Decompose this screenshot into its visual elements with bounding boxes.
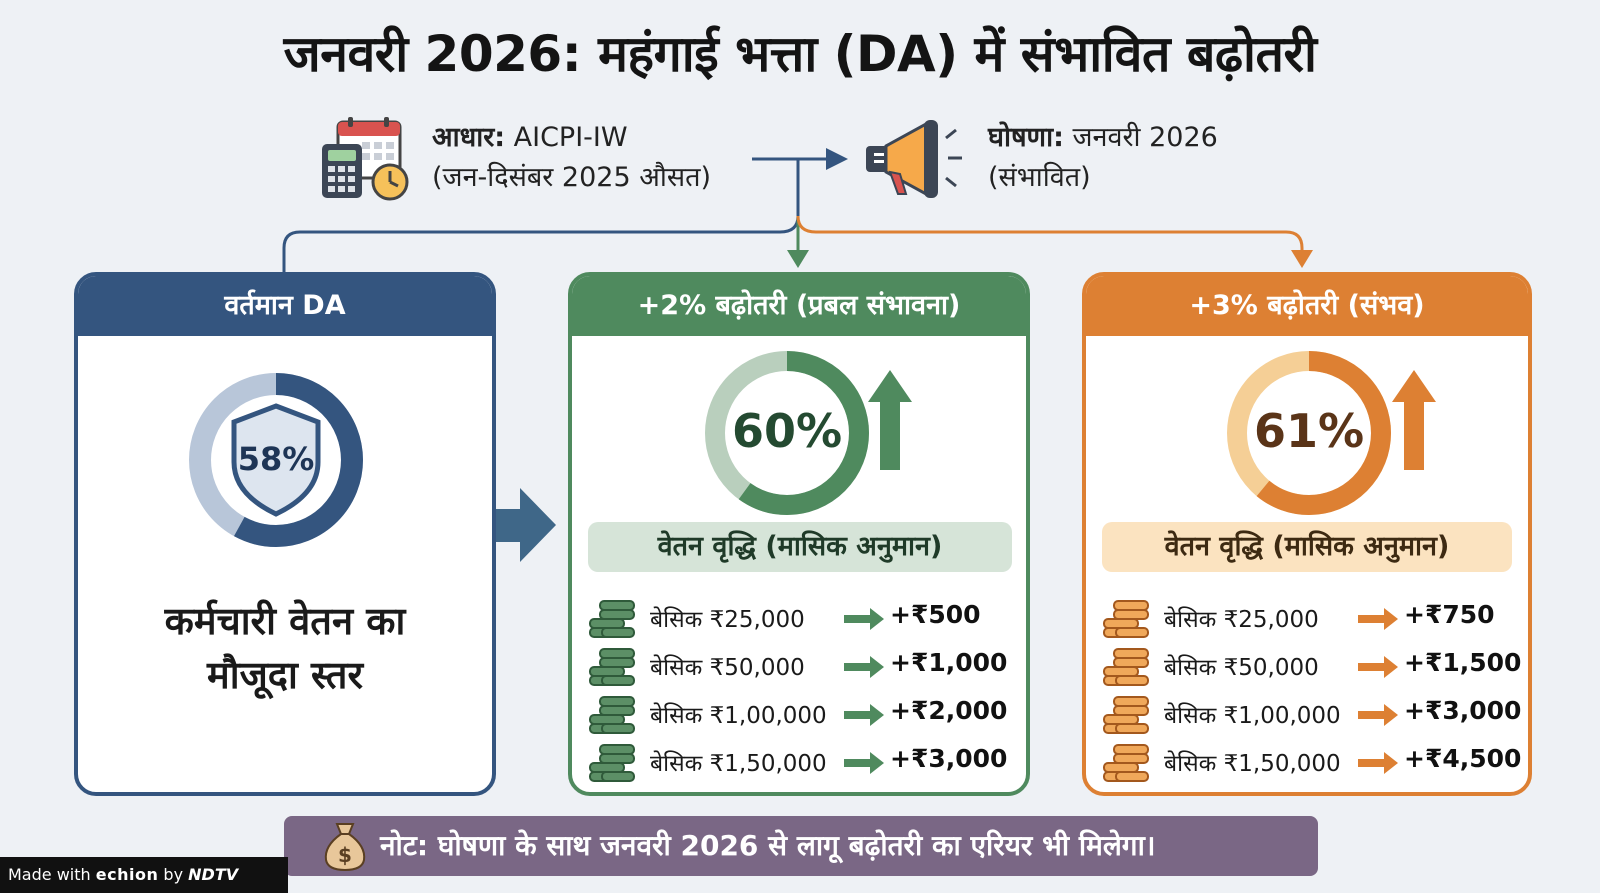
current-da-donut: 58%	[186, 370, 366, 550]
right-arrow-icon	[844, 752, 884, 774]
scenario-2-subhead: वेतन वृद्धि (मासिक अनुमान)	[588, 522, 1012, 572]
scenario-3-subhead: वेतन वृद्धि (मासिक अनुमान)	[1102, 522, 1512, 572]
table-row: बेसिक ₹25,000 +₹500	[588, 594, 1018, 642]
table-row: बेसिक ₹1,00,000 +₹3,000	[1102, 690, 1528, 738]
money-bag-icon: $	[324, 823, 366, 872]
row-increase: +₹2,000	[890, 696, 1008, 725]
current-caption-line1: कर्मचारी वेतन का	[164, 599, 406, 643]
right-arrow-icon	[1358, 704, 1398, 726]
scenario-2-arc	[705, 351, 869, 515]
table-row: बेसिक ₹1,00,000 +₹2,000	[588, 690, 1018, 738]
row-increase: +₹4,500	[1404, 744, 1522, 773]
row-increase: +₹750	[1404, 600, 1495, 629]
scenario-3-rows: बेसिक ₹25,000 +₹750 बेसिक ₹50,000 +₹1,50…	[1102, 594, 1528, 786]
table-row: बेसिक ₹1,50,000 +₹4,500	[1102, 738, 1528, 786]
coins-icon	[589, 696, 635, 734]
row-basic: बेसिक ₹25,000	[650, 607, 805, 633]
footer-made-with: Made with	[8, 865, 91, 884]
row-basic: बेसिक ₹1,00,000	[650, 703, 827, 729]
current-da-header: वर्तमान DA	[78, 276, 492, 336]
announcement-sub: (संभावित)	[988, 162, 1091, 193]
coins-icon	[1103, 648, 1149, 686]
footer-by: by	[163, 865, 184, 884]
footer-logo: NDTV	[188, 865, 239, 884]
coins-icon	[1103, 696, 1149, 734]
scenario-2-card: +2% बढ़ोतरी (प्रबल संभावना) 60% वेतन वृद…	[568, 272, 1030, 796]
basis-label: आधार:	[432, 122, 506, 153]
row-basic: बेसिक ₹25,000	[1164, 607, 1319, 633]
svg-text:$: $	[338, 843, 352, 867]
row-basic: बेसिक ₹1,00,000	[1164, 703, 1341, 729]
row-increase: +₹3,000	[1404, 696, 1522, 725]
scenario-3-percent: 61%	[1253, 404, 1365, 458]
scenario-3-card: +3% बढ़ोतरी (संभव) 61% वेतन वृद्धि (मासि…	[1082, 272, 1532, 796]
row-basic: बेसिक ₹1,50,000	[650, 751, 827, 777]
coins-icon	[1103, 600, 1149, 638]
coins-icon	[1103, 744, 1149, 782]
row-basic: बेसिक ₹1,50,000	[1164, 751, 1341, 777]
calendar-calculator-clock-icon	[320, 116, 410, 202]
right-arrow-icon	[1358, 608, 1398, 630]
right-arrow-icon	[1358, 752, 1398, 774]
basis-sub: (जन-दिसंबर 2025 औसत)	[432, 162, 712, 193]
basis-info: आधार: AICPI-IW (जन-दिसंबर 2025 औसत)	[432, 118, 711, 198]
right-arrow-icon	[1358, 656, 1398, 678]
scenario-2-donut: 60%	[702, 348, 872, 518]
coins-icon	[589, 600, 635, 638]
right-arrow-icon	[844, 656, 884, 678]
up-arrow-icon	[1392, 370, 1436, 470]
current-da-percent: 58%	[237, 440, 315, 478]
right-arrow-icon	[844, 704, 884, 726]
announcement-label: घोषणा:	[988, 122, 1064, 153]
current-da-card: वर्तमान DA 58% कर्मचारी वेतन का मौजूदा स…	[74, 272, 496, 796]
current-da-arc	[189, 373, 363, 547]
scenario-3-arc	[1227, 351, 1391, 515]
footer-credit: Made with echion by NDTV	[0, 857, 288, 893]
announcement-value: जनवरी 2026	[1072, 122, 1218, 153]
scenario-2-percent: 60%	[731, 404, 843, 458]
scenario-2-header: +2% बढ़ोतरी (प्रबल संभावना)	[572, 276, 1026, 336]
table-row: बेसिक ₹1,50,000 +₹3,000	[588, 738, 1018, 786]
coins-icon	[589, 744, 635, 782]
row-basic: बेसिक ₹50,000	[1164, 655, 1319, 681]
row-increase: +₹1,500	[1404, 648, 1522, 677]
row-increase: +₹1,000	[890, 648, 1008, 677]
note-text: नोट: घोषणा के साथ जनवरी 2026 से लागू बढ़…	[380, 829, 1156, 862]
current-caption-line2: मौजूदा स्तर	[207, 653, 363, 697]
scenario-2-rows: बेसिक ₹25,000 +₹500 बेसिक ₹50,000 +₹1,00…	[588, 594, 1018, 786]
current-da-caption: कर्मचारी वेतन का मौजूदा स्तर	[78, 594, 492, 702]
row-increase: +₹3,000	[890, 744, 1008, 773]
row-basic: बेसिक ₹50,000	[650, 655, 805, 681]
row-increase: +₹500	[890, 600, 981, 629]
scenario-3-donut: 61%	[1224, 348, 1394, 518]
scenario-3-header: +3% बढ़ोतरी (संभव)	[1086, 276, 1528, 336]
megaphone-icon	[864, 118, 968, 202]
basis-value: AICPI-IW	[513, 122, 628, 153]
transition-arrow	[474, 488, 556, 562]
announcement-info: घोषणा: जनवरी 2026 (संभावित)	[988, 118, 1218, 198]
table-row: बेसिक ₹25,000 +₹750	[1102, 594, 1528, 642]
table-row: बेसिक ₹50,000 +₹1,000	[588, 642, 1018, 690]
note-banner: $ नोट: घोषणा के साथ जनवरी 2026 से लागू ब…	[284, 816, 1318, 876]
footer-brand: echion	[95, 865, 159, 884]
table-row: बेसिक ₹50,000 +₹1,500	[1102, 642, 1528, 690]
right-arrow-icon	[844, 608, 884, 630]
coins-icon	[589, 648, 635, 686]
shield-icon	[231, 403, 321, 517]
up-arrow-icon	[868, 370, 912, 470]
page-title: जनवरी 2026: महंगाई भत्ता (DA) में संभावि…	[283, 25, 1317, 83]
